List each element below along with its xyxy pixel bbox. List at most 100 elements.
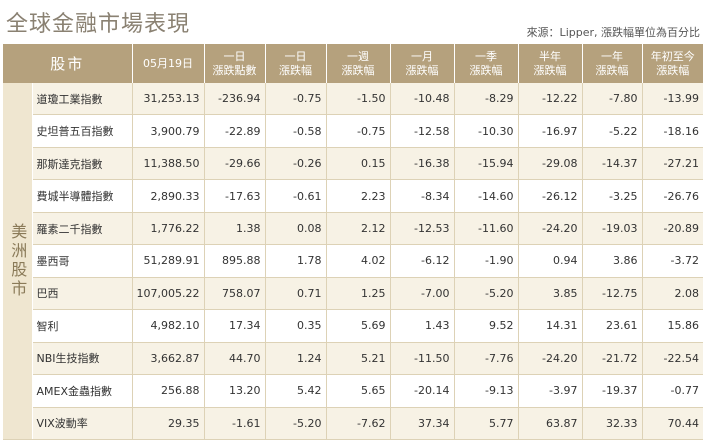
column-header-text: 股市: [50, 54, 85, 73]
index-name-cell: 巴西: [32, 277, 133, 311]
column-header-text: 一季: [475, 49, 498, 63]
value-cell: -7.00: [390, 277, 455, 311]
value-cell: 758.07: [204, 277, 266, 311]
value-cell: 63.87: [518, 407, 583, 441]
market-performance-table: 股市 05月19日 一日 漲跌點數 一日 漲跌幅 一週 漲跌幅 一月 漲跌幅 一季 漲跌幅 半年 漲跌幅一…: [3, 44, 704, 441]
value-cell: -236.94: [204, 83, 266, 116]
value-cell: 3,662.87: [132, 342, 205, 376]
value-cell: 13.20: [204, 374, 266, 408]
value-cell: -9.13: [454, 374, 519, 408]
value-cell: -21.72: [582, 342, 643, 376]
column-header: 一日 漲跌幅: [265, 44, 327, 83]
value-cell: -15.94: [454, 147, 519, 181]
value-cell: -13.99: [642, 83, 704, 116]
column-header-text: 漲跌幅: [341, 63, 375, 77]
value-cell: -8.29: [454, 83, 519, 116]
value-cell: -5.20: [454, 277, 519, 311]
column-header-text: 一週: [347, 49, 370, 63]
table-header-row: 股市 05月19日 一日 漲跌點數 一日 漲跌幅 一週 漲跌幅 一月 漲跌幅 一季 漲跌幅 半年 漲跌幅一…: [3, 44, 704, 83]
value-cell: -5.22: [582, 114, 643, 148]
value-cell: -20.14: [390, 374, 455, 408]
column-header: 股市: [3, 44, 133, 83]
column-header: 一月 漲跌幅: [390, 44, 455, 83]
table-body: 美洲股市 道瓊工業指數 31,253.13 -236.94 -0.75 -1.50 -10.…: [3, 83, 704, 441]
value-cell: 14.31: [518, 309, 583, 343]
value-cell: 9.52: [454, 309, 519, 343]
value-cell: -6.12: [390, 244, 455, 278]
value-cell: 51,289.91: [132, 244, 205, 278]
index-name-cell: 那斯達克指數: [32, 147, 133, 181]
table-row: 那斯達克指數 11,388.50 -29.66 -0.26 0.15 -16.38 -15.…: [3, 147, 704, 181]
value-cell: 5.69: [326, 309, 391, 343]
index-name-cell: AMEX金蟲指數: [32, 374, 133, 408]
index-name-cell: 史坦普五百指數: [32, 114, 133, 148]
column-header: 一日 漲跌點數: [204, 44, 266, 83]
index-name-cell: 道瓊工業指數: [32, 83, 133, 116]
column-header-text: 漲跌幅: [595, 63, 629, 77]
value-cell: -22.54: [642, 342, 704, 376]
column-header-text: 漲跌幅: [469, 63, 503, 77]
column-header: 半年 漲跌幅: [518, 44, 583, 83]
source-note: 來源：Lipper, 漲跌幅單位為百分比: [526, 26, 700, 39]
table-row: 羅素二千指數 1,776.22 1.38 0.08 2.12 -12.53 -11.60 -2…: [3, 212, 704, 246]
page-title: 全球金融市場表現: [6, 12, 191, 37]
value-cell: 5.21: [326, 342, 391, 376]
value-cell: -14.60: [454, 179, 519, 213]
column-header: 一年 漲跌幅: [582, 44, 643, 83]
value-cell: -29.08: [518, 147, 583, 181]
table-row: 巴西 107,005.22 758.07 0.71 1.25 -7.00 -5.20 3.85…: [3, 277, 704, 311]
value-cell: 37.34: [390, 407, 455, 441]
column-header-text: 一日: [223, 49, 246, 63]
column-header-text: 漲跌點數: [212, 63, 257, 77]
value-cell: 44.70: [204, 342, 266, 376]
value-cell: -0.58: [265, 114, 327, 148]
value-cell: 2.23: [326, 179, 391, 213]
column-header-text: 05月19日: [143, 56, 194, 70]
value-cell: -11.60: [454, 212, 519, 246]
value-cell: 0.15: [326, 147, 391, 181]
value-cell: -27.21: [642, 147, 704, 181]
column-header-text: 一年: [601, 49, 624, 63]
index-name-cell: VIX波動率: [32, 407, 133, 441]
value-cell: -7.62: [326, 407, 391, 441]
index-name-cell: 費城半導體指數: [32, 179, 133, 213]
value-cell: -11.50: [390, 342, 455, 376]
value-cell: 32.33: [582, 407, 643, 441]
column-header-text: 年初至今: [650, 49, 695, 63]
table-row: AMEX金蟲指數 256.88 13.20 5.42 5.65 -20.14 -9.13 -3…: [3, 374, 704, 408]
value-cell: -8.34: [390, 179, 455, 213]
value-cell: 5.65: [326, 374, 391, 408]
value-cell: -29.66: [204, 147, 266, 181]
column-header-text: 一日: [284, 49, 307, 63]
value-cell: -5.20: [265, 407, 327, 441]
value-cell: -1.90: [454, 244, 519, 278]
index-name-cell: 羅素二千指數: [32, 212, 133, 246]
value-cell: -0.61: [265, 179, 327, 213]
column-header-text: 漲跌幅: [405, 63, 439, 77]
value-cell: 0.35: [265, 309, 327, 343]
value-cell: 0.94: [518, 244, 583, 278]
table-row: 墨西哥 51,289.91 895.88 1.78 4.02 -6.12 -1.90 0.94…: [3, 244, 704, 278]
value-cell: -17.63: [204, 179, 266, 213]
value-cell: 0.08: [265, 212, 327, 246]
column-header-text: 半年: [539, 49, 562, 63]
value-cell: -7.80: [582, 83, 643, 116]
value-cell: -12.58: [390, 114, 455, 148]
value-cell: 4,982.10: [132, 309, 205, 343]
column-header-text: 漲跌幅: [279, 63, 313, 77]
value-cell: -19.03: [582, 212, 643, 246]
value-cell: 3.86: [582, 244, 643, 278]
value-cell: -7.76: [454, 342, 519, 376]
value-cell: 1.38: [204, 212, 266, 246]
value-cell: 3.85: [518, 277, 583, 311]
value-cell: 2.08: [642, 277, 704, 311]
value-cell: 1.43: [390, 309, 455, 343]
column-header-text: 一月: [411, 49, 434, 63]
value-cell: 1,776.22: [132, 212, 205, 246]
value-cell: -1.50: [326, 83, 391, 116]
value-cell: -19.37: [582, 374, 643, 408]
column-header: 05月19日: [132, 44, 205, 83]
value-cell: -10.30: [454, 114, 519, 148]
value-cell: -22.89: [204, 114, 266, 148]
column-header-text: 漲跌幅: [533, 63, 567, 77]
